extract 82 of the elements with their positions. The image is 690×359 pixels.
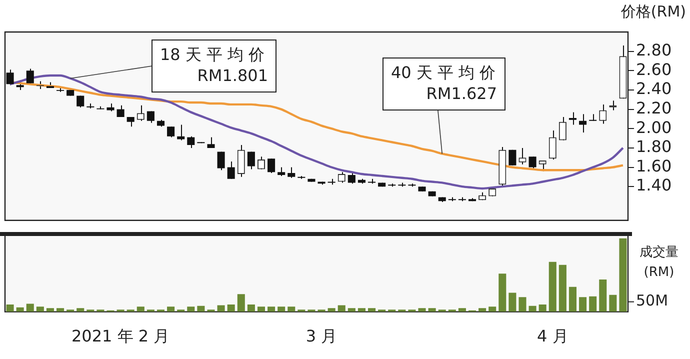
candlestick [167, 126, 175, 138]
y-tick-label: 2.00 [636, 118, 672, 137]
bar [338, 305, 346, 312]
bar [6, 304, 14, 312]
bar [609, 294, 617, 312]
bar [599, 280, 607, 312]
text: 50M [636, 292, 668, 310]
candlestick [237, 144, 245, 178]
bar [488, 306, 496, 312]
bar [26, 304, 34, 312]
bar [197, 306, 205, 312]
bar [16, 307, 24, 312]
bar [257, 306, 265, 312]
x-tick-label: 3 月 [306, 326, 338, 346]
candlestick [528, 156, 536, 169]
bar [76, 308, 84, 312]
candlestick [348, 172, 356, 184]
bar [498, 274, 506, 312]
bar [227, 304, 235, 312]
candlestick [558, 116, 566, 141]
candlestick [6, 69, 14, 86]
y-tick-label: 1.40 [636, 176, 672, 195]
candlestick [268, 158, 276, 174]
candlestick [136, 104, 144, 122]
bar [579, 297, 587, 312]
bar [568, 286, 576, 312]
candlestick [207, 136, 215, 148]
bar [136, 306, 144, 312]
bar [619, 238, 627, 312]
bar [237, 294, 245, 312]
bar [418, 308, 426, 312]
bar [478, 308, 486, 312]
bar [528, 306, 536, 312]
y-axis-title: 成交量 (RM) [640, 244, 678, 280]
candlestick [568, 112, 576, 126]
bar [268, 306, 276, 312]
candlestick [288, 166, 296, 178]
candlestick [548, 130, 556, 160]
annotation: 40 天 平 均 价 RM1.627 [391, 63, 497, 104]
bar [36, 306, 44, 312]
bar [558, 264, 566, 312]
candlestick [187, 136, 195, 148]
annotation: 18 天 平 均 价 RM1.801 [160, 45, 268, 86]
bar [217, 305, 225, 312]
bar [167, 306, 175, 312]
bar [538, 304, 546, 312]
bar [278, 306, 286, 312]
bar [187, 306, 195, 312]
bar [368, 308, 376, 312]
bar [358, 308, 366, 312]
candlestick [146, 110, 154, 124]
bar [428, 308, 436, 312]
y-tick-label: 2.60 [636, 60, 672, 79]
bar [348, 308, 356, 312]
y-axis-title: 价格(RM) [620, 2, 686, 20]
candlestick [217, 151, 225, 171]
bar [328, 308, 336, 312]
bar [508, 292, 516, 312]
x-tick-label: 4 月 [537, 326, 568, 346]
candlestick [227, 160, 235, 180]
bar [56, 308, 64, 312]
candlestick [508, 149, 516, 166]
bar [247, 304, 255, 312]
x-tick-label: 2021 年 2 月 [71, 326, 170, 346]
candlestick [338, 172, 346, 184]
y-tick-label: 2.20 [636, 98, 672, 118]
y-tick-label: 1.60 [636, 156, 672, 176]
candlestick [579, 114, 587, 133]
candlestick [126, 116, 134, 128]
candlestick [599, 104, 607, 124]
bar [589, 296, 597, 312]
y-tick-label: 2.40 [636, 79, 672, 98]
candlestick [518, 147, 526, 165]
candlestick [26, 68, 34, 85]
bar [518, 297, 526, 312]
y-tick-label: 1.80 [636, 137, 672, 156]
bar [288, 306, 296, 312]
bar [46, 308, 54, 312]
candlestick [247, 151, 255, 170]
y-tick-label: 2.80 [636, 40, 672, 60]
bar [458, 308, 466, 312]
bar [548, 262, 556, 312]
